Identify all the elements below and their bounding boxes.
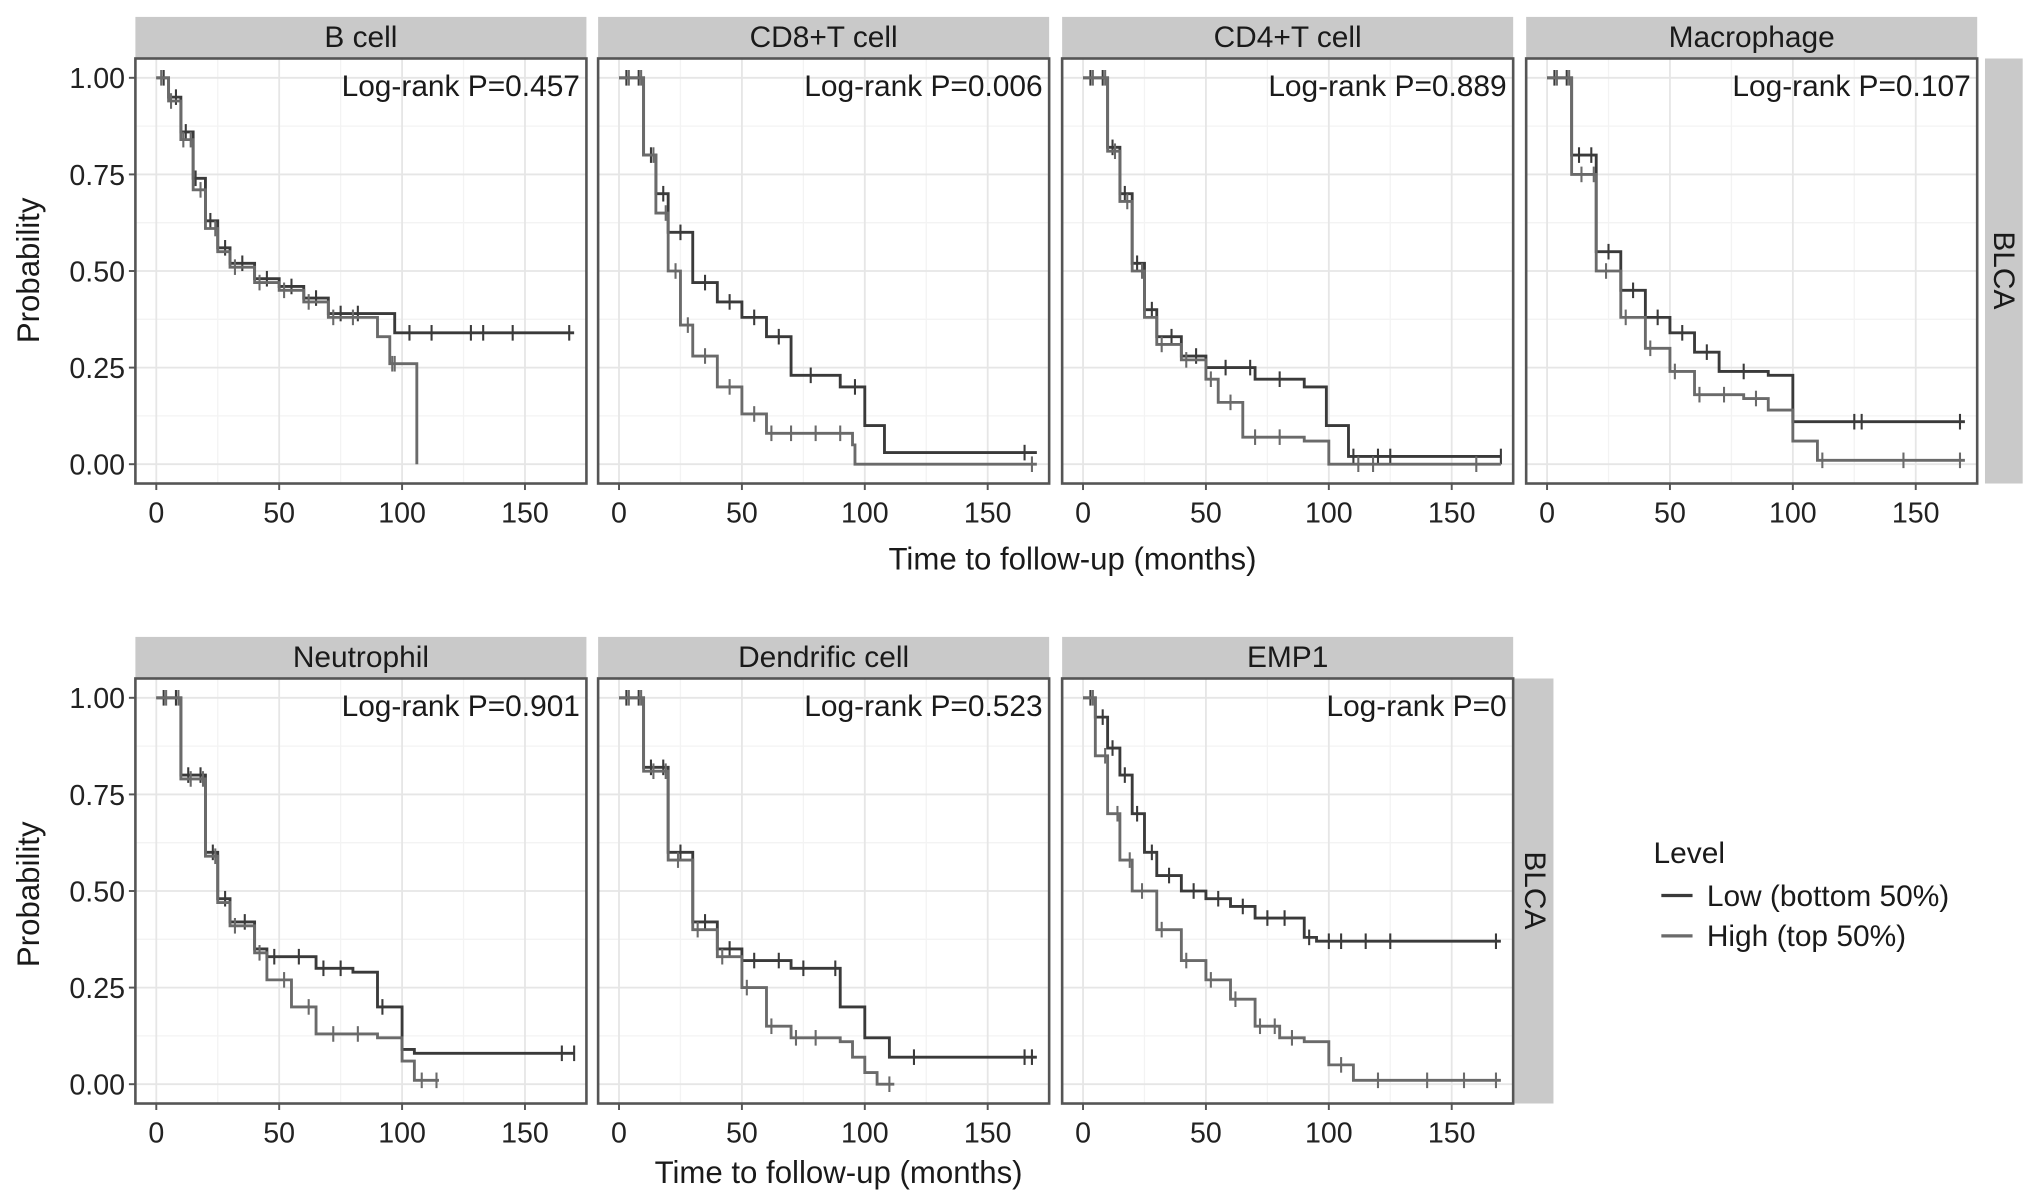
y-tick-label: 0.00 — [69, 1070, 125, 1102]
x-tick-label: 100 — [841, 498, 889, 530]
y-tick-label: 0.25 — [69, 973, 125, 1005]
row-strip-label-top: BLCA — [1987, 231, 2020, 309]
y-tick-label: 0.00 — [69, 450, 125, 482]
legend: Level Low (bottom 50%) High (top 50%) — [1654, 837, 1950, 953]
x-tick-label: 0 — [611, 1118, 627, 1150]
y-axis-title-bottom: Probability — [11, 821, 46, 967]
x-tick-label: 100 — [1769, 498, 1817, 530]
row-strip-top: BLCA — [1984, 58, 2023, 484]
y-tick-label: 0.75 — [69, 780, 125, 812]
facet-title: Dendrific cell — [738, 641, 909, 674]
x-tick-label: 50 — [263, 498, 295, 530]
row-strip-label-bottom: BLCA — [1518, 851, 1551, 929]
panel-macrophage: Macrophage Log-rank P=0.107 0 50 100 150 — [1524, 16, 1979, 530]
km-curve-high — [1083, 696, 1501, 1082]
panel-b-cell: B cell Log-rank P=0.457 0 50 100 150 0.00 0.25 0… — [69, 16, 588, 530]
panel-border — [1060, 57, 1515, 485]
x-axis-title-bottom: Time to follow-up (months) — [655, 1155, 1023, 1190]
x-tick-label: 100 — [378, 498, 426, 530]
panel-border — [596, 677, 1051, 1105]
panel-dendrific-cell: Dendrific cell Log-rank P=0.523 0 50 100 150 — [596, 636, 1051, 1150]
x-tick-label: 150 — [501, 1118, 549, 1150]
pvalue-label: Log-rank P=0.457 — [342, 70, 580, 103]
y-axis-title-top: Probability — [11, 197, 46, 343]
facet-strip — [598, 636, 1050, 679]
x-tick-label: 50 — [726, 498, 758, 530]
facet-title: CD4+T cell — [1214, 21, 1362, 54]
facet-title: CD8+T cell — [750, 21, 898, 54]
pvalue-label: Log-rank P=0 — [1326, 690, 1506, 723]
facet-title: EMP1 — [1247, 641, 1328, 674]
facet-title: B cell — [324, 21, 397, 54]
legend-label-low: Low (bottom 50%) — [1707, 880, 1949, 913]
facet-title: Neutrophil — [293, 641, 429, 674]
x-tick-label: 100 — [1305, 498, 1353, 530]
y-tick-label: 1.00 — [69, 683, 125, 715]
km-curve-high — [619, 696, 895, 1086]
facet-strip — [1062, 16, 1514, 59]
km-curve-low — [1547, 76, 1965, 424]
panel-emp1: EMP1 Log-rank P=0 0 50 100 150 — [1060, 636, 1515, 1150]
panel-cd8-t-cell: CD8+T cell Log-rank P=0.006 0 50 100 150 — [596, 16, 1051, 530]
panel-neutrophil: Neutrophil Log-rank P=0.901 0 50 100 150 0.00 0… — [69, 636, 588, 1150]
facet-strip — [1062, 636, 1514, 679]
km-curve-high — [1083, 76, 1501, 466]
panel-border — [1524, 57, 1979, 485]
x-tick-label: 0 — [1075, 1118, 1091, 1150]
panel-border — [596, 57, 1051, 485]
y-tick-label: 0.50 — [69, 256, 125, 288]
x-tick-label: 150 — [1428, 498, 1476, 530]
y-tick-label: 0.75 — [69, 160, 125, 192]
panel-border — [134, 57, 588, 485]
x-tick-label: 0 — [148, 1118, 164, 1150]
km-curve-high — [156, 696, 439, 1082]
x-tick-label: 150 — [1428, 1118, 1476, 1150]
x-tick-label: 150 — [1892, 498, 1940, 530]
km-curve-high — [1547, 76, 1965, 462]
x-tick-label: 100 — [1305, 1118, 1353, 1150]
x-tick-label: 50 — [263, 1118, 295, 1150]
y-tick-label: 0.50 — [69, 876, 125, 908]
x-axis-title-top: Time to follow-up (months) — [889, 541, 1257, 576]
x-tick-label: 150 — [964, 1118, 1012, 1150]
pvalue-label: Log-rank P=0.889 — [1268, 70, 1506, 103]
y-tick-label: 1.00 — [69, 63, 125, 95]
panel-border — [134, 677, 588, 1105]
facet-title: Macrophage — [1669, 21, 1835, 54]
pvalue-label: Log-rank P=0.523 — [804, 690, 1042, 723]
legend-label-high: High (top 50%) — [1707, 920, 1906, 953]
facet-strip — [598, 16, 1050, 59]
x-tick-label: 150 — [501, 498, 549, 530]
row-strip-bottom: BLCA — [1514, 678, 1554, 1104]
pvalue-label: Log-rank P=0.107 — [1732, 70, 1970, 103]
panel-border — [1060, 677, 1515, 1105]
legend-title: Level — [1654, 837, 1725, 870]
km-curve-high — [156, 76, 419, 465]
x-tick-label: 100 — [841, 1118, 889, 1150]
panel-cd4-t-cell: CD4+T cell Log-rank P=0.889 0 50 100 150 — [1060, 16, 1515, 530]
pvalue-label: Log-rank P=0.901 — [342, 690, 580, 723]
x-tick-label: 50 — [726, 1118, 758, 1150]
x-tick-label: 0 — [1539, 498, 1555, 530]
facet-strip — [135, 636, 587, 679]
x-tick-label: 0 — [1075, 498, 1091, 530]
x-tick-label: 100 — [378, 1118, 426, 1150]
panels: B cell Log-rank P=0.457 0 50 100 150 0.00 0.25 0… — [69, 16, 1979, 1150]
y-tick-label: 0.25 — [69, 353, 125, 385]
facet-strip — [135, 16, 587, 59]
x-tick-label: 50 — [1190, 1118, 1222, 1150]
x-tick-label: 50 — [1654, 498, 1686, 530]
pvalue-label: Log-rank P=0.006 — [804, 70, 1042, 103]
x-tick-label: 150 — [964, 498, 1012, 530]
x-tick-label: 0 — [611, 498, 627, 530]
facet-strip — [1526, 16, 1978, 59]
x-tick-label: 50 — [1190, 498, 1222, 530]
x-tick-label: 0 — [148, 498, 164, 530]
